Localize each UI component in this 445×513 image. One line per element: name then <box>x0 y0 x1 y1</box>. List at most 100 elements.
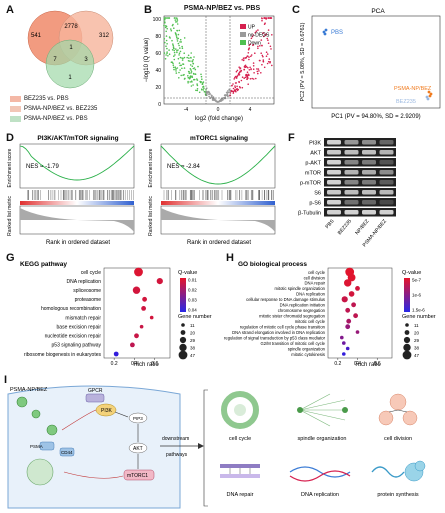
kegg-term-label: DNA replication <box>67 279 102 285</box>
volcano-point <box>261 19 263 22</box>
volcano-point <box>245 73 248 76</box>
kegg-term-label: p53 signaling pathway <box>52 343 102 349</box>
volcano-point <box>203 90 206 93</box>
gsea-xlabel-mtorc1: Rank in ordered dataset <box>187 240 251 246</box>
volcano-point <box>208 95 210 98</box>
gsea-title-pi3k: PI3K/AKT/mTOR signaling <box>37 135 118 142</box>
panel-b: B PSMA-NP/BEZ vs. PBS -4 0 4 0 20 40 60 … <box>140 0 290 125</box>
volcano-point <box>196 88 199 90</box>
western-band <box>362 180 376 185</box>
volcano-point <box>227 90 229 92</box>
western-band <box>379 210 394 215</box>
go-term-label: cell cycle <box>308 270 326 275</box>
go-bubble <box>347 273 356 282</box>
volcano-point <box>190 72 192 74</box>
volcano-point <box>179 41 181 43</box>
volcano-point <box>184 77 186 80</box>
volcano-legend-nodegs: no-DEGS <box>248 33 270 39</box>
venn-count-only-b: 312 <box>99 33 110 39</box>
schematic-node-akt: AKT <box>133 446 143 452</box>
volcano-point <box>262 55 264 58</box>
volcano-point <box>227 91 230 94</box>
volcano-point <box>267 60 270 63</box>
go-bubble <box>348 291 355 297</box>
western-band <box>379 140 394 145</box>
schematic-node-gpcr: GPCR <box>88 388 103 394</box>
volcano-point <box>181 45 183 48</box>
venn-circle-c <box>45 39 95 89</box>
volcano-point <box>183 56 186 59</box>
gsea-plot-mtorc1: mTORC1 signaling Enrichment score Ranked… <box>148 135 276 246</box>
venn-legend-2: PSMA-NP/BEZ vs. BEZ235 <box>10 106 97 112</box>
western-blot: PI3K AKT p-AKT mTOR p-mTOR S6 p-S6 β-TubulinPBS… <box>298 138 396 248</box>
volcano-point <box>163 18 166 21</box>
pca-ylabel: PC2 (PV = 5.08%, SD = 0.6761) <box>300 22 306 101</box>
kegg-bubble <box>134 267 143 277</box>
go-gene-label: Gene number <box>402 314 436 320</box>
western-lane-label: BEZ235 <box>337 218 353 236</box>
volcano-point <box>236 69 239 72</box>
volcano-point <box>178 44 180 47</box>
venn-legend-3: PSMA-NP/BEZ vs. PBS <box>10 116 88 122</box>
volcano-point <box>187 80 189 83</box>
western-row-bg <box>324 208 396 217</box>
panel-label-e: E <box>144 132 152 144</box>
go-term-label: spindle organization <box>288 346 326 351</box>
volcano-point <box>238 66 240 68</box>
kegg-gene-size <box>179 343 187 352</box>
go-title: GO biological process <box>238 261 307 268</box>
pca-point-pbs-2 <box>324 28 328 32</box>
western-band <box>327 190 341 195</box>
volcano-point <box>232 90 235 93</box>
volcano-ytick-3: 60 <box>155 51 161 57</box>
go-gene-size <box>403 343 411 352</box>
kegg-xlabel: Rich ratio <box>133 362 159 368</box>
gsea-ylabel-bottom-mtorc1: Ranked list metric <box>148 196 154 236</box>
panel-label-a: A <box>6 4 14 16</box>
volcano-point <box>264 34 266 36</box>
go-gene-size-label: 11 <box>414 323 419 328</box>
schematic-node-pip3: PIP3 <box>133 416 143 421</box>
volcano-point <box>257 47 259 50</box>
volcano-point <box>190 57 192 59</box>
go-bubble <box>355 286 360 291</box>
volcano-point <box>234 89 237 91</box>
volcano-point <box>197 65 199 68</box>
go-bubble <box>351 302 356 308</box>
volcano-point <box>174 19 177 21</box>
western-protein-label: S6 <box>314 191 321 197</box>
panel-label-b: B <box>144 4 152 16</box>
go-axes <box>327 267 393 359</box>
volcano-point <box>172 66 175 69</box>
western-band <box>362 170 376 175</box>
volcano-ytick-2: 40 <box>155 68 161 74</box>
volcano-point <box>177 57 180 60</box>
volcano-point <box>172 43 174 45</box>
kegg-bubble <box>139 324 144 329</box>
kegg-term-label: ribosome biogenesis in eukaryotes <box>24 352 101 358</box>
volcano-point <box>201 83 204 85</box>
volcano-point <box>251 35 254 38</box>
volcano-point <box>189 68 192 70</box>
volcano-point <box>171 61 173 63</box>
volcano-point <box>246 55 249 57</box>
volcano-point <box>187 70 190 73</box>
volcano-point <box>171 49 174 51</box>
volcano-point <box>209 93 211 95</box>
volcano-point <box>237 88 239 91</box>
volcano-point <box>247 52 250 54</box>
volcano-point <box>259 59 261 62</box>
go-bubble <box>342 352 346 356</box>
volcano-point <box>179 50 182 53</box>
volcano-point <box>165 39 168 42</box>
kegg-title: KEGG pathway <box>20 261 67 268</box>
cd44-receptor <box>59 447 75 457</box>
volcano-point <box>188 72 191 75</box>
volcano-point <box>175 70 177 72</box>
volcano-point <box>261 63 263 66</box>
volcano-point <box>251 77 253 80</box>
volcano-point <box>266 62 269 65</box>
volcano-point <box>229 89 231 92</box>
volcano-point <box>183 73 185 76</box>
volcano-point <box>238 74 241 76</box>
